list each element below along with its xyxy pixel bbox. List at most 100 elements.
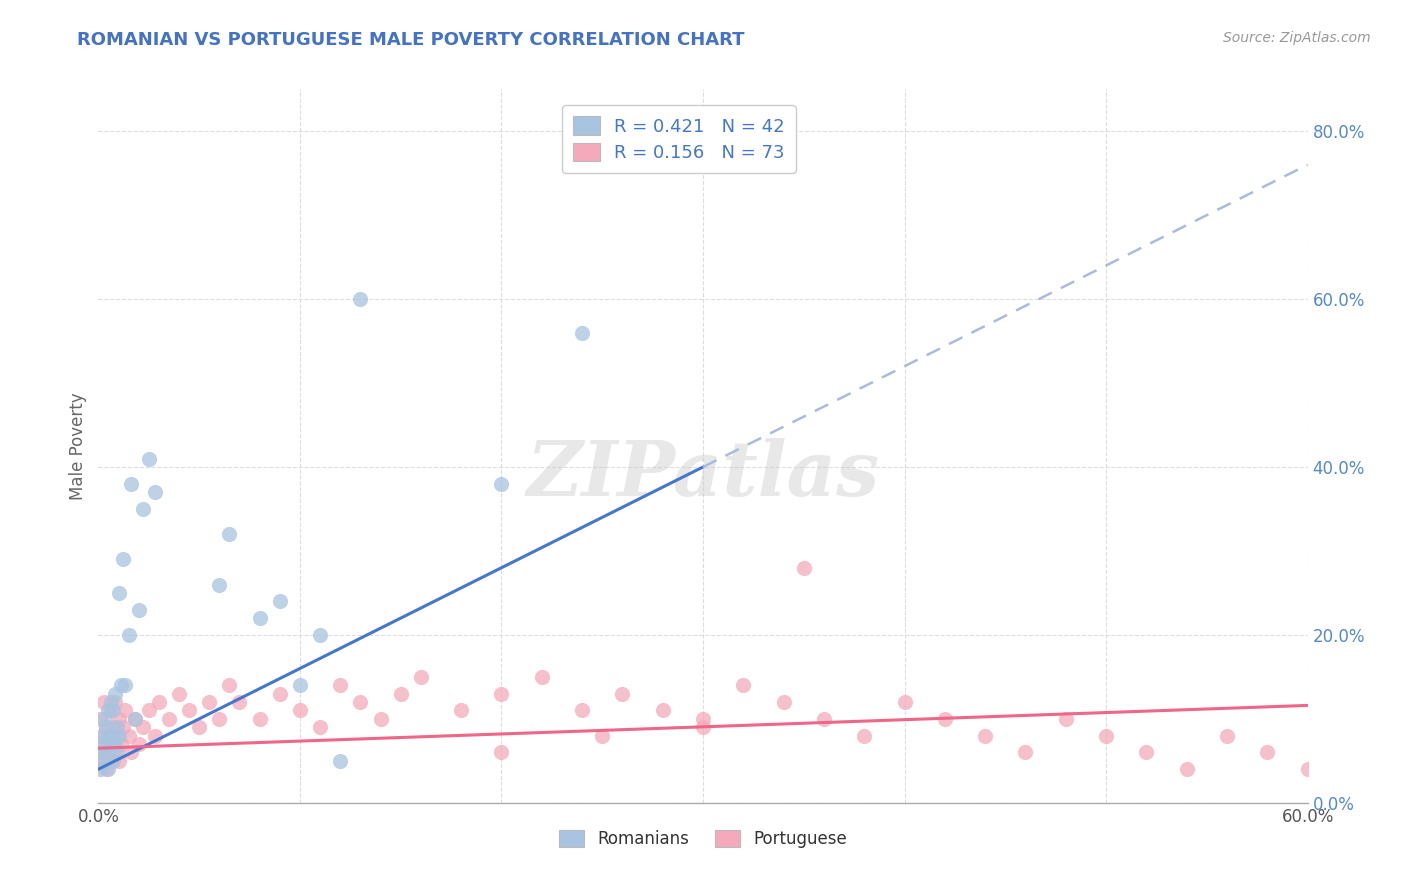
Point <box>97 703 120 717</box>
Point <box>530 670 553 684</box>
Point <box>124 712 146 726</box>
Point <box>1296 762 1319 776</box>
Point <box>91 754 114 768</box>
Point <box>218 527 240 541</box>
Point <box>188 720 211 734</box>
Point <box>409 670 432 684</box>
Point <box>101 737 124 751</box>
Point <box>128 603 150 617</box>
Point <box>105 720 128 734</box>
Point <box>101 720 124 734</box>
Point <box>103 695 125 709</box>
Point <box>1014 746 1036 760</box>
Point <box>103 737 125 751</box>
Point <box>349 695 371 709</box>
Point <box>612 687 634 701</box>
Point <box>105 746 128 760</box>
Point <box>100 737 122 751</box>
Point <box>692 720 714 734</box>
Point <box>93 695 115 709</box>
Point <box>91 729 114 743</box>
Point <box>91 729 114 743</box>
Point <box>110 678 132 692</box>
Point <box>107 712 129 726</box>
Point <box>143 729 166 743</box>
Point <box>1256 746 1278 760</box>
Point <box>1054 712 1077 726</box>
Text: ROMANIAN VS PORTUGUESE MALE POVERTY CORRELATION CHART: ROMANIAN VS PORTUGUESE MALE POVERTY CORR… <box>77 31 745 49</box>
Point <box>101 729 124 743</box>
Point <box>89 746 111 760</box>
Point <box>591 729 613 743</box>
Point <box>101 703 124 717</box>
Point <box>934 712 956 726</box>
Point <box>132 720 155 734</box>
Point <box>208 577 231 591</box>
Point <box>389 687 412 701</box>
Point <box>97 729 120 743</box>
Point <box>107 729 129 743</box>
Point <box>450 703 472 717</box>
Point <box>120 746 142 760</box>
Point <box>228 695 250 709</box>
Point <box>143 485 166 500</box>
Point <box>692 712 714 726</box>
Point <box>118 628 141 642</box>
Point <box>167 687 190 701</box>
Point <box>853 729 876 743</box>
Point <box>114 678 136 692</box>
Point <box>651 703 673 717</box>
Point <box>138 451 160 466</box>
Point <box>93 737 115 751</box>
Point <box>157 712 180 726</box>
Point <box>100 703 122 717</box>
Point <box>491 476 513 491</box>
Point <box>370 712 392 726</box>
Point <box>179 703 201 717</box>
Point <box>1216 729 1239 743</box>
Point <box>249 712 271 726</box>
Point <box>288 678 311 692</box>
Point <box>571 703 593 717</box>
Point <box>89 712 111 726</box>
Point <box>101 754 124 768</box>
Legend: Romanians, Portuguese: Romanians, Portuguese <box>553 823 853 855</box>
Point <box>733 678 755 692</box>
Point <box>105 729 128 743</box>
Point <box>89 762 111 776</box>
Point <box>1095 729 1118 743</box>
Point <box>103 687 125 701</box>
Point <box>100 695 122 709</box>
Point <box>103 746 125 760</box>
Y-axis label: Male Poverty: Male Poverty <box>69 392 87 500</box>
Text: ZIPatlas: ZIPatlas <box>526 438 880 511</box>
Point <box>329 678 352 692</box>
Point <box>111 720 134 734</box>
Point <box>974 729 997 743</box>
Point <box>571 326 593 340</box>
Point <box>97 746 120 760</box>
Point <box>111 552 134 566</box>
Point <box>813 712 835 726</box>
Point <box>97 762 120 776</box>
Point <box>793 560 815 574</box>
Point <box>208 712 231 726</box>
Point <box>93 712 115 726</box>
Point <box>120 476 142 491</box>
Point <box>91 754 114 768</box>
Point <box>309 628 332 642</box>
Point <box>107 754 129 768</box>
Point <box>1175 762 1198 776</box>
Point <box>772 695 794 709</box>
Point <box>114 703 136 717</box>
Point <box>110 737 132 751</box>
Point <box>118 729 141 743</box>
Point <box>97 729 120 743</box>
Point <box>132 502 155 516</box>
Point <box>1135 746 1157 760</box>
Point <box>138 703 160 717</box>
Point <box>96 720 118 734</box>
Point <box>491 746 513 760</box>
Point <box>148 695 170 709</box>
Point <box>93 737 115 751</box>
